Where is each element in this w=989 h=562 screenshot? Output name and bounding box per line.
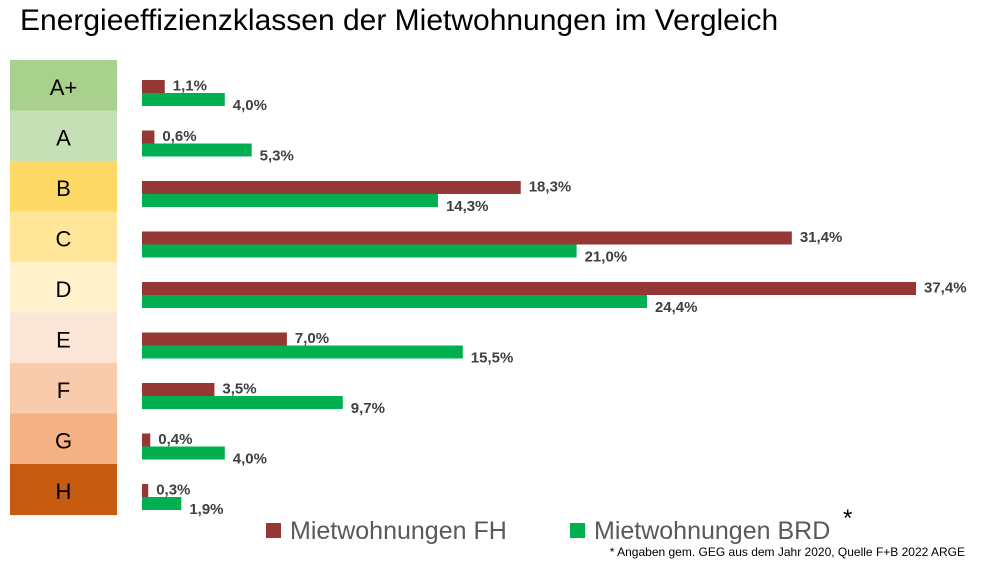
- bar-brd-h: [142, 497, 182, 510]
- bar-fh-h: [142, 484, 149, 497]
- bar-fh-f: [142, 383, 215, 396]
- bars-group: 1,1% 4,0% 0,6% 5,3% 18,3% 14,3% 31,4% 21,0% 37,4…: [142, 78, 967, 518]
- class-box-h: [10, 464, 117, 516]
- class-box-f: [10, 363, 117, 415]
- class-box-aplus: [10, 60, 117, 112]
- value-label-fh-e: 7,0%: [295, 330, 329, 347]
- class-label-g: G: [55, 429, 72, 454]
- class-label-b: B: [56, 176, 71, 201]
- bar-brd-f: [142, 396, 343, 409]
- bar-fh-g: [142, 433, 151, 447]
- class-box-c: [10, 211, 117, 263]
- value-label-brd-b: 14,3%: [446, 198, 489, 215]
- value-label-fh-h: 0,3%: [156, 482, 190, 499]
- bar-fh-b: [142, 181, 521, 194]
- legend-asterisk: *: [843, 505, 852, 532]
- bar-brd-aplus: [142, 93, 225, 106]
- value-label-fh-aplus: 1,1%: [173, 78, 207, 95]
- bar-brd-g: [142, 446, 225, 460]
- class-box-d: [10, 262, 117, 314]
- class-box-g: [10, 413, 117, 465]
- bar-brd-b: [142, 194, 438, 207]
- value-label-fh-f: 3,5%: [222, 381, 256, 398]
- bar-brd-a: [142, 143, 252, 157]
- bar-fh-d: [142, 282, 916, 295]
- value-label-brd-d: 24,4%: [655, 299, 698, 316]
- value-label-fh-d: 37,4%: [924, 280, 967, 297]
- value-label-brd-e: 15,5%: [471, 350, 514, 367]
- bar-brd-e: [142, 345, 463, 359]
- class-box-e: [10, 312, 117, 364]
- value-label-brd-a: 5,3%: [260, 148, 294, 165]
- bar-fh-c: [142, 231, 792, 245]
- legend: Mietwohnungen FH Mietwohnungen BRD *: [266, 505, 852, 545]
- chart-title: Energieeffizienzklassen der Mietwohnunge…: [20, 4, 778, 37]
- class-box-b: [10, 161, 117, 213]
- efficiency-class-strip: A+ AB CD EF GH: [10, 60, 117, 516]
- legend-swatch-brd: [570, 523, 585, 538]
- class-box-a: [10, 110, 117, 162]
- class-label-c: C: [56, 227, 72, 252]
- class-label-a: A: [56, 126, 71, 151]
- value-label-fh-a: 0,6%: [162, 128, 196, 145]
- class-label-h: H: [56, 479, 72, 504]
- value-label-fh-b: 18,3%: [529, 179, 572, 196]
- value-label-brd-c: 21,0%: [585, 249, 628, 266]
- class-label-f: F: [57, 378, 70, 403]
- value-label-brd-aplus: 4,0%: [233, 97, 267, 114]
- value-label-brd-g: 4,0%: [233, 451, 267, 468]
- class-label-aplus: A+: [50, 75, 78, 100]
- value-label-fh-c: 31,4%: [800, 229, 843, 246]
- bar-fh-aplus: [142, 80, 165, 93]
- bar-brd-d: [142, 295, 647, 308]
- legend-swatch-fh: [266, 523, 281, 538]
- bar-brd-c: [142, 244, 577, 258]
- footnote: * Angaben gem. GEG aus dem Jahr 2020, Qu…: [610, 545, 965, 559]
- value-label-fh-g: 0,4%: [158, 431, 192, 448]
- bar-fh-a: [142, 130, 155, 144]
- value-label-brd-f: 9,7%: [351, 400, 385, 417]
- legend-label-fh: Mietwohnungen FH: [290, 517, 507, 545]
- bar-fh-e: [142, 332, 287, 346]
- legend-label-brd: Mietwohnungen BRD: [594, 517, 830, 545]
- class-label-d: D: [56, 277, 72, 302]
- value-label-brd-h: 1,9%: [189, 501, 223, 518]
- class-label-e: E: [56, 328, 71, 353]
